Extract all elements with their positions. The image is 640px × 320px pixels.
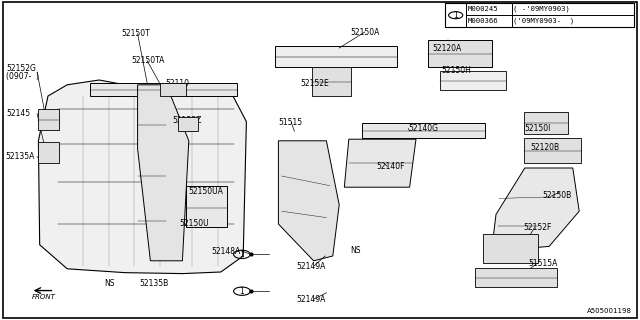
Text: 51515A: 51515A bbox=[528, 259, 557, 268]
Text: 52140F: 52140F bbox=[376, 162, 405, 171]
Text: 52120B: 52120B bbox=[530, 143, 559, 152]
Polygon shape bbox=[483, 234, 538, 263]
Text: 52135A: 52135A bbox=[5, 152, 35, 161]
Text: M000245: M000245 bbox=[468, 6, 499, 12]
Polygon shape bbox=[428, 40, 492, 67]
Text: 52150TA: 52150TA bbox=[131, 56, 164, 65]
Text: 1: 1 bbox=[239, 287, 244, 296]
Text: 52140G: 52140G bbox=[408, 124, 438, 133]
Polygon shape bbox=[275, 46, 397, 67]
Text: NS: NS bbox=[104, 279, 115, 288]
Text: 52150A: 52150A bbox=[351, 28, 380, 36]
Polygon shape bbox=[475, 268, 557, 287]
Text: NS: NS bbox=[351, 246, 361, 255]
Polygon shape bbox=[90, 83, 237, 96]
Text: 1: 1 bbox=[453, 11, 458, 20]
Polygon shape bbox=[312, 67, 351, 96]
Text: 52150B: 52150B bbox=[543, 191, 572, 200]
Text: (0907-  ): (0907- ) bbox=[6, 72, 40, 81]
Text: 51515: 51515 bbox=[278, 118, 303, 127]
Text: 52153Z: 52153Z bbox=[173, 116, 202, 124]
Text: ( -'09MY0903): ( -'09MY0903) bbox=[513, 6, 570, 12]
Text: 52135B: 52135B bbox=[140, 279, 169, 288]
Text: 52150T: 52150T bbox=[122, 29, 150, 38]
Polygon shape bbox=[138, 85, 189, 261]
Polygon shape bbox=[440, 71, 506, 90]
Text: M000366: M000366 bbox=[468, 18, 499, 24]
Text: ('09MY0903-  ): ('09MY0903- ) bbox=[513, 18, 575, 24]
Polygon shape bbox=[344, 139, 416, 187]
Polygon shape bbox=[524, 112, 568, 134]
Text: 52145: 52145 bbox=[6, 109, 31, 118]
Text: 52150H: 52150H bbox=[442, 66, 472, 75]
Text: A505001198: A505001198 bbox=[588, 308, 632, 314]
Polygon shape bbox=[38, 142, 59, 163]
Polygon shape bbox=[38, 80, 246, 274]
Text: 52120A: 52120A bbox=[432, 44, 461, 53]
Text: FRONT: FRONT bbox=[31, 294, 56, 300]
Polygon shape bbox=[178, 117, 198, 131]
Text: 52149A: 52149A bbox=[296, 262, 326, 271]
Polygon shape bbox=[524, 138, 581, 163]
Text: 52110: 52110 bbox=[165, 79, 189, 88]
Text: 52149A: 52149A bbox=[296, 295, 326, 304]
Text: 52150U: 52150U bbox=[179, 220, 209, 228]
Polygon shape bbox=[38, 109, 59, 130]
Text: 52150I: 52150I bbox=[525, 124, 551, 132]
Text: 52152G: 52152G bbox=[6, 64, 36, 73]
Polygon shape bbox=[160, 83, 186, 96]
FancyBboxPatch shape bbox=[3, 2, 637, 318]
Text: 52152F: 52152F bbox=[524, 223, 552, 232]
Text: 52152E: 52152E bbox=[301, 79, 330, 88]
Text: 52150UA: 52150UA bbox=[189, 188, 223, 196]
Polygon shape bbox=[278, 141, 339, 261]
Text: 1: 1 bbox=[239, 250, 244, 259]
Text: 52148A: 52148A bbox=[211, 247, 241, 256]
FancyBboxPatch shape bbox=[445, 3, 634, 27]
Polygon shape bbox=[362, 123, 485, 138]
Polygon shape bbox=[492, 168, 579, 251]
Polygon shape bbox=[186, 186, 227, 227]
